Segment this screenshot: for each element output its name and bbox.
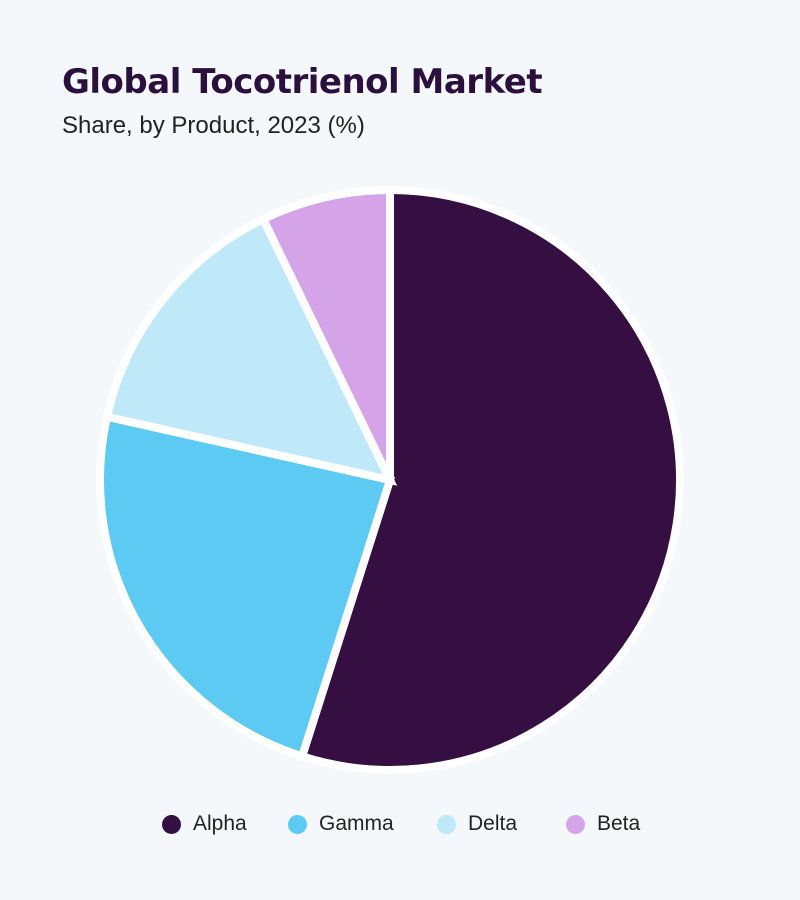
- legend: Alpha Gamma Delta Beta: [0, 808, 800, 840]
- legend-item-delta: Delta: [437, 808, 517, 840]
- legend-label-alpha: Alpha: [193, 812, 247, 835]
- legend-item-alpha: Alpha: [162, 808, 247, 840]
- pie-slice-alpha: [297, 185, 684, 774]
- pie-slice-gamma: [96, 411, 396, 762]
- legend-label-delta: Delta: [468, 812, 518, 835]
- legend-swatch-delta: [437, 814, 456, 834]
- legend-item-beta: Beta: [566, 808, 640, 840]
- legend-swatch-beta: [566, 814, 585, 834]
- legend-item-gamma: Gamma: [288, 808, 394, 840]
- legend-label-beta: Beta: [597, 812, 641, 835]
- pie-slice-delta: [102, 213, 398, 486]
- pie-slice-beta: [257, 185, 394, 482]
- pie-slices: [96, 185, 684, 774]
- chart-subtitle: Share, by Product, 2023 (%): [62, 112, 365, 139]
- legend-swatch-gamma: [288, 814, 307, 834]
- legend-swatch-alpha: [162, 814, 181, 834]
- chart-title: Global Tocotrienol Market: [62, 62, 543, 102]
- legend-label-gamma: Gamma: [319, 812, 394, 835]
